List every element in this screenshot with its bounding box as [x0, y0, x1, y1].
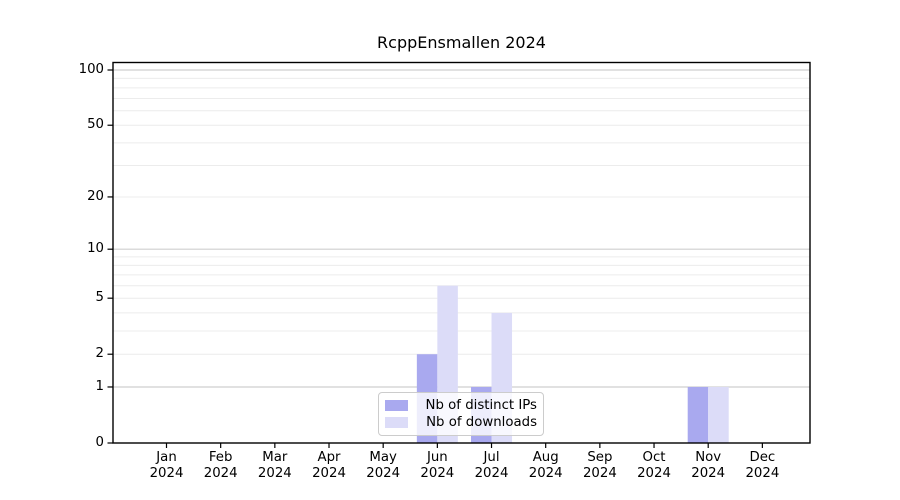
legend-item-downloads: Nb of downloads — [385, 414, 537, 431]
legend: Nb of distinct IPs Nb of downloads — [378, 392, 544, 436]
x-tick-year: 2024 — [528, 465, 563, 481]
y-tick-label: 2 — [95, 346, 104, 362]
x-tick-month: Sep — [587, 450, 613, 465]
legend-label-distinct-ips: Nb of distinct IPs — [425, 398, 537, 413]
x-tick-month: Apr — [317, 450, 341, 465]
x-tick-month: Mar — [262, 450, 288, 465]
y-tick-label: 20 — [87, 188, 104, 204]
x-tick-label: Jan 2024 — [137, 450, 197, 481]
x-tick-label: Jul 2024 — [462, 450, 522, 481]
x-tick-year: 2024 — [637, 465, 671, 481]
x-tick-year: 2024 — [312, 465, 346, 481]
y-tick-label: 50 — [87, 117, 104, 133]
x-tick-month: Nov — [695, 450, 722, 465]
x-tick-label: Feb 2024 — [191, 450, 251, 481]
x-tick-year: 2024 — [257, 465, 292, 481]
x-tick-year: 2024 — [474, 465, 509, 481]
x-tick-label: Nov 2024 — [678, 450, 738, 481]
y-tick-label: 1 — [95, 378, 104, 394]
x-tick-year: 2024 — [420, 465, 455, 481]
x-tick-month: Dec — [749, 450, 776, 465]
x-tick-month: Oct — [642, 450, 666, 465]
x-tick-month: Feb — [208, 450, 233, 465]
x-tick-label: Oct 2024 — [624, 450, 684, 481]
bar-nov-distinct-ips — [687, 386, 709, 443]
y-tick-label: 100 — [78, 62, 104, 77]
x-tick-year: 2024 — [582, 465, 617, 481]
legend-label-downloads: Nb of downloads — [426, 415, 537, 430]
x-tick-label: Aug 2024 — [516, 450, 576, 481]
legend-item-distinct-ips: Nb of distinct IPs — [385, 397, 537, 414]
legend-swatch-distinct-ips-icon — [385, 400, 408, 411]
x-tick-label: Jun 2024 — [407, 450, 467, 481]
x-tick-month: Aug — [532, 450, 559, 465]
x-tick-label: Dec 2024 — [732, 450, 792, 481]
chart-title: RcppEnsmallen 2024 — [377, 33, 546, 52]
plot-border — [112, 61, 811, 444]
y-tick-label: 10 — [87, 241, 104, 257]
y-tick-label: 5 — [95, 290, 104, 306]
x-tick-year: 2024 — [366, 465, 401, 481]
x-tick-year: 2024 — [149, 465, 184, 481]
x-tick-month: Jul — [483, 450, 500, 465]
x-tick-month: Jan — [156, 450, 177, 465]
x-tick-label: Apr 2024 — [299, 450, 359, 481]
x-tick-label: Mar 2024 — [245, 450, 305, 481]
bar-nov-downloads — [708, 386, 729, 443]
x-tick-year: 2024 — [203, 465, 238, 481]
x-tick-month: Jun — [426, 450, 448, 465]
x-tick-month: May — [369, 450, 397, 465]
x-tick-label: Sep 2024 — [570, 450, 630, 481]
legend-swatch-downloads-icon — [385, 417, 408, 428]
x-tick-year: 2024 — [745, 465, 780, 481]
x-tick-label: May 2024 — [353, 450, 413, 481]
x-tick-year: 2024 — [691, 465, 726, 481]
y-tick-label: 0 — [95, 435, 104, 450]
